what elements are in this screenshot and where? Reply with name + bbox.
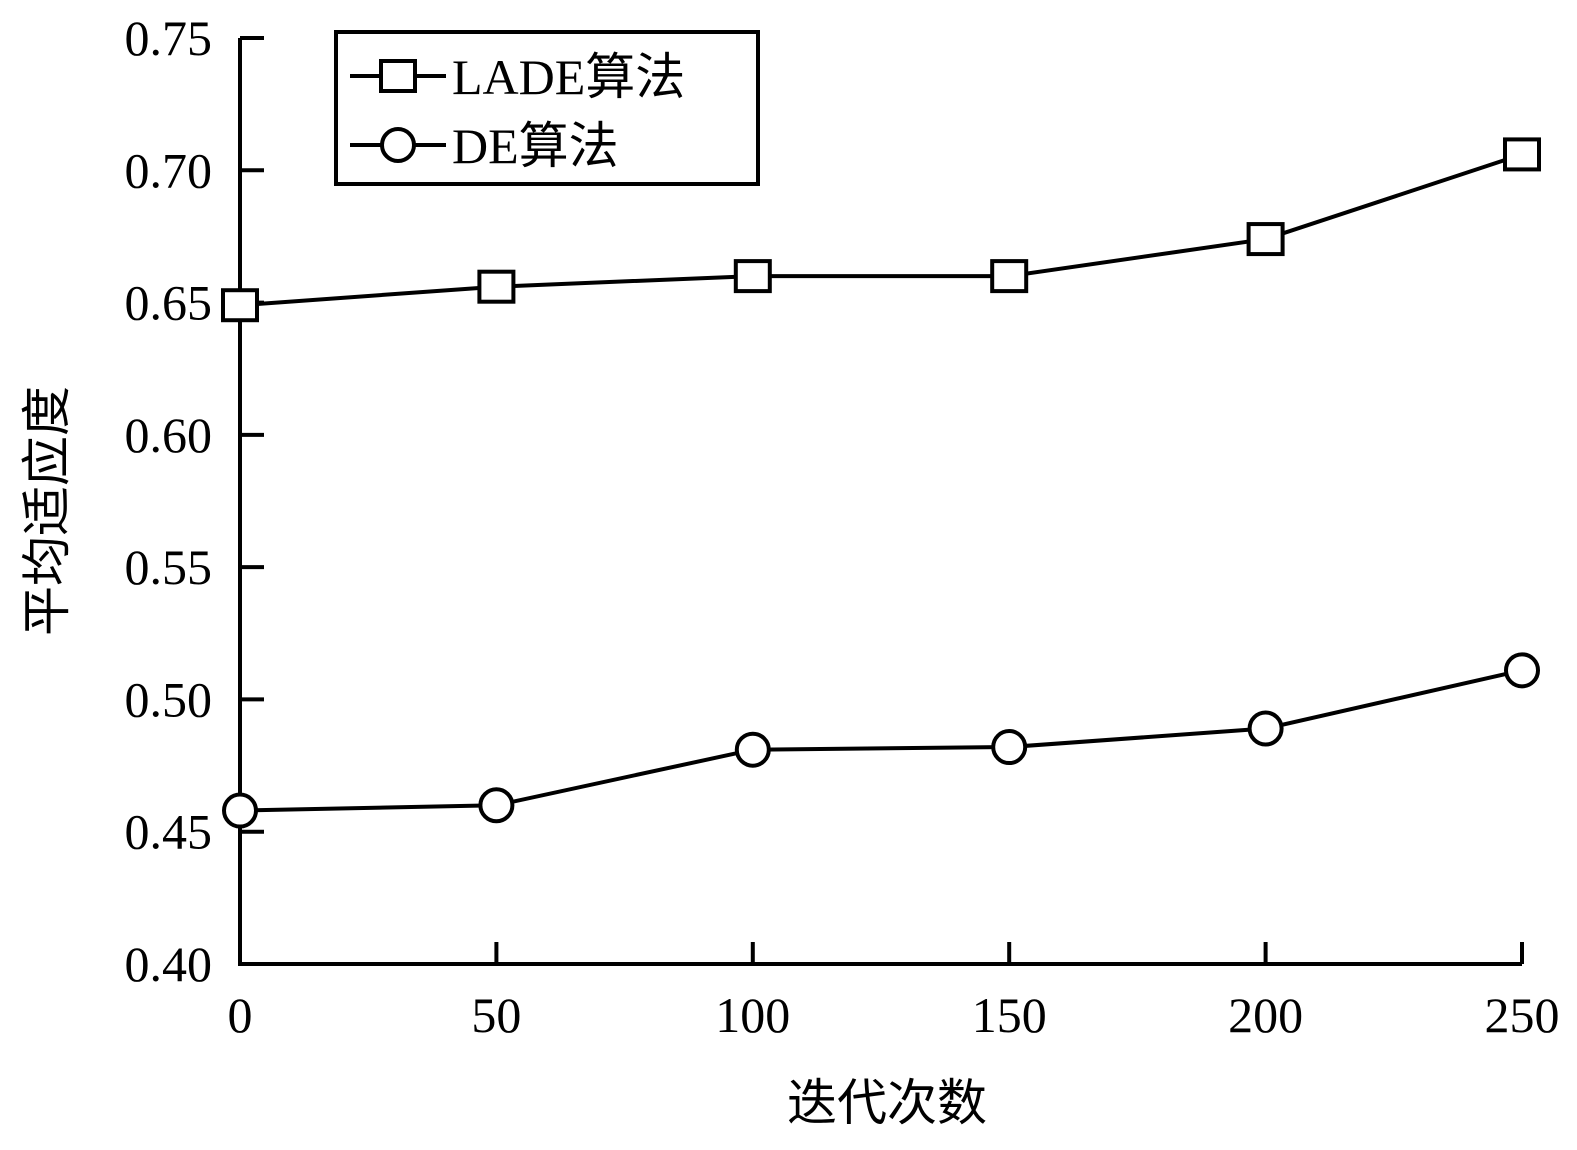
y-axis-title: 平均适应度 — [19, 386, 75, 636]
data-point — [478, 787, 515, 824]
series-line — [239, 668, 1523, 813]
x-tick-label: 50 — [471, 987, 521, 1043]
data-point — [733, 259, 772, 294]
y-tick-label: 0.40 — [125, 936, 213, 992]
x-tick-label: 250 — [1485, 987, 1560, 1043]
x-tick-label: 150 — [972, 987, 1047, 1043]
y-tick-label: 0.60 — [125, 407, 213, 463]
data-point — [221, 288, 259, 323]
series-lade — [221, 137, 1541, 323]
y-tick-label: 0.70 — [125, 142, 213, 198]
y-tick-label: 0.55 — [125, 539, 213, 595]
data-point — [990, 259, 1029, 294]
x-tick-label: 100 — [715, 987, 790, 1043]
legend-marker — [380, 127, 416, 163]
series-layer — [221, 137, 1541, 829]
data-point — [1503, 137, 1541, 172]
data-point — [734, 731, 771, 768]
x-tick-label: 0 — [228, 987, 253, 1043]
legend: LADE算法 DE算法 — [334, 30, 760, 186]
x-axis-title: 迭代次数 — [787, 1075, 987, 1131]
series-de — [222, 652, 1540, 829]
series-line — [239, 152, 1523, 308]
y-tick-label: 0.45 — [125, 804, 213, 860]
data-point — [477, 269, 516, 304]
y-tick-label: 0.65 — [125, 275, 213, 331]
y-tick-label: 0.75 — [125, 10, 213, 66]
data-point — [1246, 222, 1285, 257]
y-tick-label: 0.50 — [125, 671, 213, 727]
data-point — [222, 792, 258, 829]
legend-label: DE算法 — [452, 118, 619, 174]
data-point — [991, 729, 1028, 766]
data-point — [1504, 652, 1540, 689]
x-tick-label: 200 — [1228, 987, 1303, 1043]
data-point — [1247, 710, 1284, 747]
legend-marker — [379, 59, 417, 93]
legend-label: LADE算法 — [452, 49, 685, 105]
